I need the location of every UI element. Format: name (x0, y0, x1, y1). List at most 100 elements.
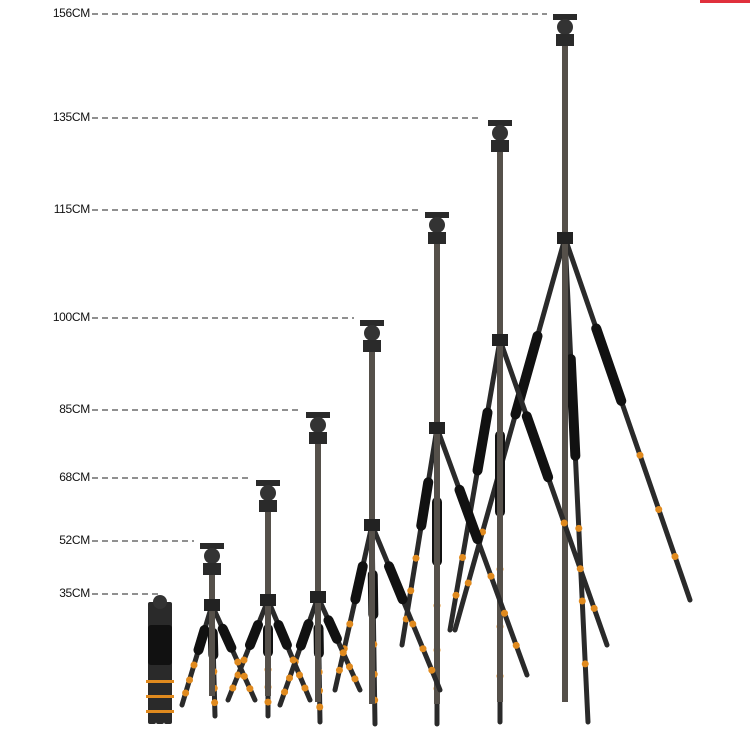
head-base (556, 34, 574, 46)
leg-lock-ring (671, 553, 679, 561)
leg-lock-ring (419, 645, 427, 653)
leg-lock-ring (351, 675, 359, 683)
leg-hub (557, 232, 573, 244)
leg-foam-grip (416, 477, 434, 531)
leg-lock-ring (286, 674, 293, 682)
leg-lock-ring (289, 656, 297, 664)
tripod-leg (497, 337, 610, 648)
tripod-leg (209, 602, 258, 703)
ball-head (204, 548, 220, 564)
head-base (203, 563, 221, 575)
tripod-leg (369, 522, 443, 693)
ball-head (310, 417, 326, 433)
tripod-leg (265, 597, 313, 703)
tripod-leg (562, 235, 693, 603)
leg-hub (492, 334, 508, 346)
quick-release-plate (553, 14, 577, 20)
folded-foam-grip (148, 625, 172, 665)
leg-hub (204, 599, 220, 611)
height-label-100: 100CM (52, 310, 90, 324)
head-base (363, 340, 381, 352)
leg-lock-ring (428, 666, 436, 674)
height-label-85: 85CM (59, 402, 90, 416)
height-label-156: 156CM (52, 6, 90, 20)
leg-lock-ring (459, 554, 466, 561)
leg-lock-ring (412, 554, 420, 562)
leg-hub (310, 591, 326, 603)
leg-foam-grip (510, 331, 543, 420)
leg-lock-ring (190, 661, 198, 669)
leg-foam-grip (273, 620, 292, 650)
leg-lock-ring (501, 609, 508, 617)
leg-lock-ring (229, 684, 237, 692)
tripod-leg (315, 594, 363, 693)
height-label-115: 115CM (53, 202, 91, 216)
head-base (428, 232, 446, 244)
quick-release-plate (256, 480, 280, 486)
leg-lock-ring (234, 658, 242, 666)
leg-lock-ring (590, 604, 598, 612)
leg-lock-ring (316, 703, 324, 711)
leg-lock-ring (346, 620, 354, 628)
tripod-leg (277, 594, 321, 708)
leg-lock-ring (301, 684, 309, 692)
leg-foam-grip (454, 484, 483, 545)
leg-lock-ring (560, 519, 568, 527)
quick-release-plate (200, 543, 224, 549)
ball-head (557, 19, 573, 35)
leg-foam-grip (591, 323, 627, 406)
leg-lock-ring (576, 565, 584, 573)
leg-hub (429, 422, 445, 434)
leg-foam-grip (193, 625, 210, 655)
leg-lock-ring (335, 666, 343, 674)
quick-release-plate (425, 212, 449, 218)
quick-release-plate (306, 412, 330, 418)
leg-lock-ring (211, 699, 219, 707)
head-base (259, 500, 277, 512)
leg-lock-ring (182, 689, 190, 697)
leg-lock-ring (296, 671, 303, 679)
leg-lock-ring (452, 591, 460, 599)
leg-lock-ring (636, 451, 644, 459)
leg-lock-ring (487, 572, 495, 580)
leg-lock-ring (512, 641, 520, 649)
leg-lock-ring (146, 680, 174, 683)
tripod-leg (225, 597, 271, 703)
tripod-leg (452, 235, 568, 633)
quick-release-plate (360, 320, 384, 326)
tripod-leg (434, 425, 530, 678)
leg-lock-ring (578, 597, 586, 605)
leg-lock-ring (264, 698, 272, 706)
leg-hub (364, 519, 380, 531)
height-label-135: 135CM (52, 110, 90, 124)
leg-lock-ring (240, 672, 248, 680)
leg-lock-ring (146, 695, 174, 698)
leg-lock-ring (655, 506, 663, 513)
folded-ball-head (153, 595, 167, 609)
ball-head (260, 485, 276, 501)
leg-foam-grip (350, 561, 368, 605)
leg-lock-ring (409, 620, 417, 628)
leg-lock-ring (581, 660, 589, 668)
ball-head (492, 125, 508, 141)
height-label-35: 35CM (59, 586, 90, 600)
leg-lock-ring (346, 663, 353, 671)
leg-foam-grip (245, 620, 263, 650)
leg-lock-ring (281, 688, 289, 696)
leg-foam-grip (565, 354, 581, 461)
leg-foam-grip (295, 619, 314, 651)
tripod-leg (562, 235, 591, 725)
head-base (491, 140, 509, 152)
tripod-leg (332, 522, 375, 693)
leg-foam-grip (384, 561, 408, 605)
leg-lock-ring (186, 676, 193, 684)
ball-head (364, 325, 380, 341)
leg-lock-ring (234, 671, 242, 679)
leg-lock-ring (464, 579, 472, 587)
height-label-68: 68CM (59, 470, 90, 484)
quick-release-plate (488, 120, 512, 126)
ball-head (429, 217, 445, 233)
tripod-leg (447, 337, 503, 633)
